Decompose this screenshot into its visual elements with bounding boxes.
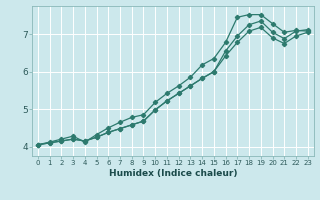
X-axis label: Humidex (Indice chaleur): Humidex (Indice chaleur) [108,169,237,178]
